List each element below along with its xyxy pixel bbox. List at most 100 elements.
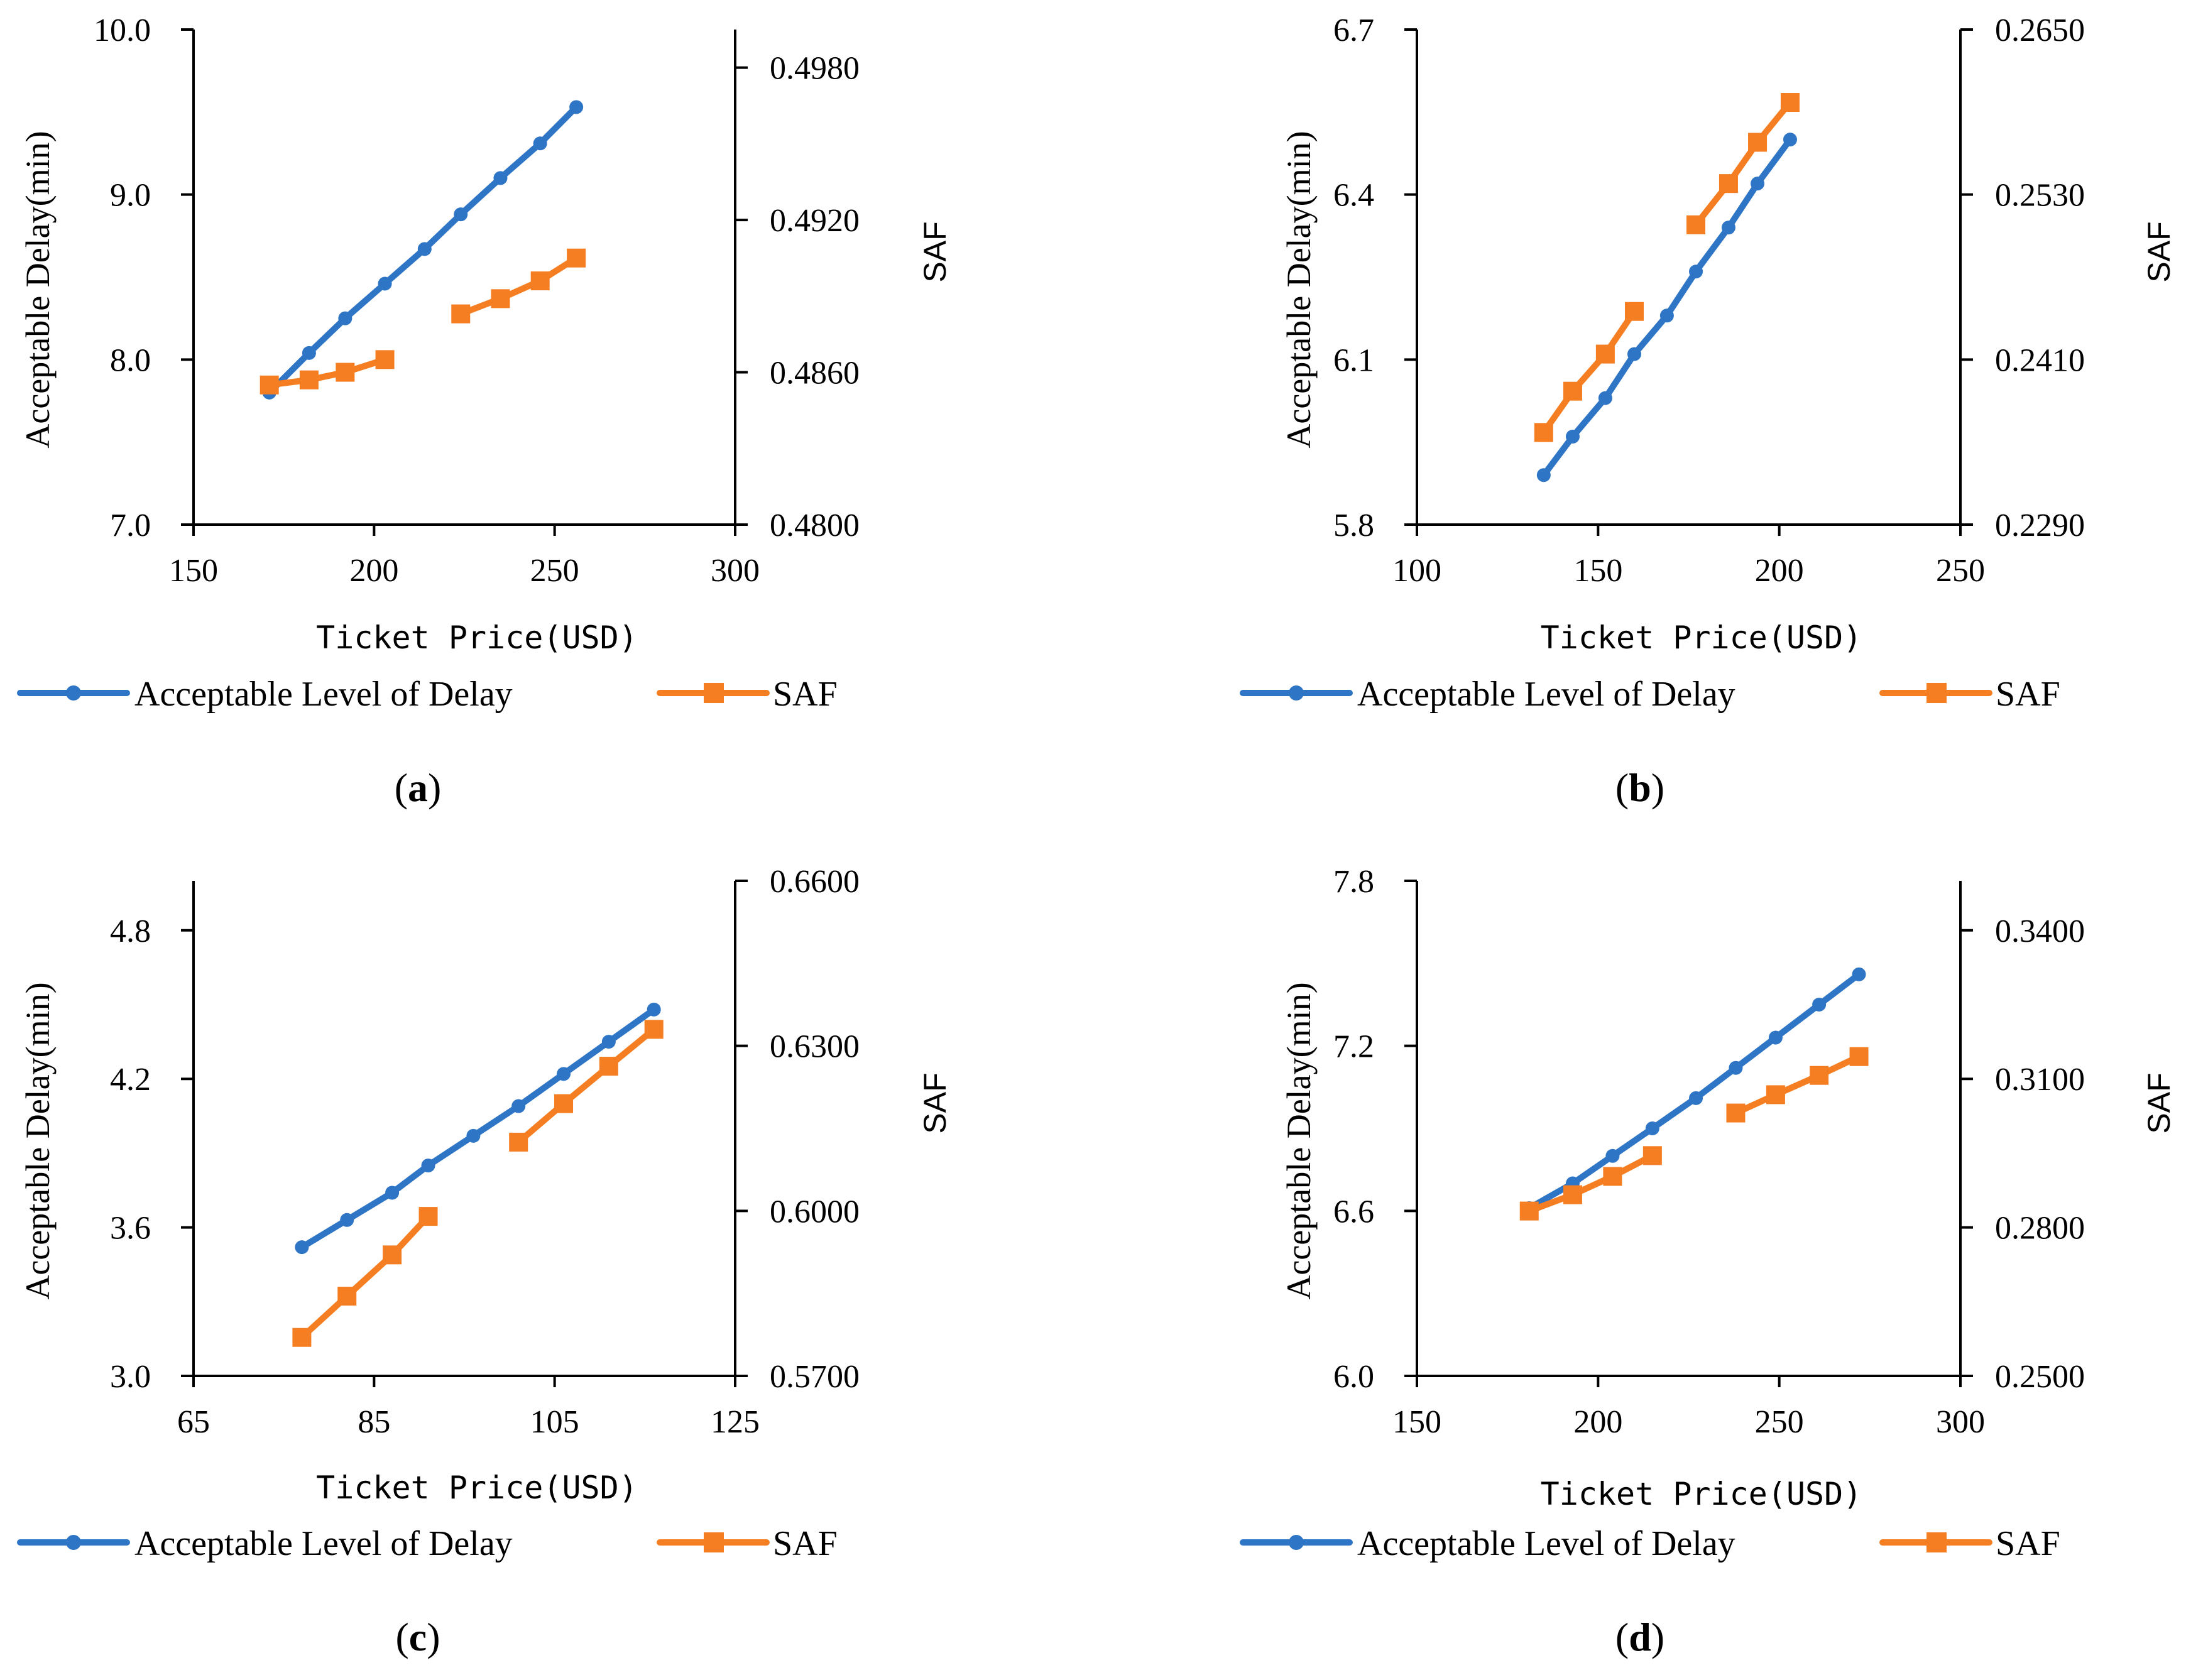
- delay-point: [511, 1099, 526, 1113]
- y2-tick-label: 0.5700: [770, 1359, 860, 1395]
- saf-line: [1732, 1053, 1862, 1116]
- saf-point: [292, 1328, 312, 1347]
- legend-saf-label: SAF: [773, 1524, 838, 1563]
- legend-delay-label: Acceptable Level of Delay: [134, 675, 513, 714]
- series-acceptable-delay: [1522, 967, 1866, 1215]
- panel-label: (d): [1615, 1615, 1664, 1659]
- chart-panel-a: 150 200 250 300 7.0 8.0 9.0 10.0 0.4800 0.4860 0.4…: [17, 13, 953, 810]
- delay-point: [1721, 221, 1735, 235]
- legend-saf-marker: [1926, 683, 1947, 703]
- saf-point: [336, 363, 355, 382]
- series-acceptable-delay: [295, 1002, 661, 1255]
- saf-line: [515, 1026, 657, 1145]
- saf-point: [1719, 174, 1738, 194]
- saf-point: [451, 304, 471, 324]
- legend-delay-label: Acceptable Level of Delay: [1357, 675, 1735, 714]
- y2-axis-title: SAF: [2141, 221, 2177, 282]
- y-tick-label: 6.7: [1333, 13, 1374, 48]
- saf-point: [530, 271, 550, 291]
- delay-point: [1598, 391, 1612, 405]
- x-tick-label: 100: [1392, 553, 1441, 589]
- delay-point: [421, 1159, 435, 1173]
- y-tick-label: 7.2: [1333, 1029, 1374, 1065]
- x-tick-label: 250: [530, 553, 579, 589]
- y-tick-label: 4.8: [110, 914, 151, 949]
- delay-point: [454, 207, 468, 222]
- y2-axis-title: SAF: [917, 1072, 953, 1133]
- delay-line: [1526, 971, 1862, 1211]
- y-axis-title: Acceptable Delay(min): [1280, 131, 1318, 448]
- saf-point: [491, 289, 510, 308]
- series-saf: [260, 248, 586, 395]
- x-tick-label: 200: [1755, 553, 1804, 589]
- y2-tick-label: 0.4980: [770, 51, 860, 87]
- y2-tick-label: 0.2290: [1995, 508, 2085, 543]
- legend-delay-marker: [1289, 685, 1304, 701]
- panel-letter: b: [1629, 765, 1651, 810]
- saf-point: [1726, 1103, 1746, 1123]
- legend-saf-marker: [704, 1532, 724, 1552]
- chart-panel-b: 100 150 200 250 5.8 6.1 6.4 6.7 0.2290 0.2410 0.25…: [1240, 13, 2177, 810]
- y2-tick-label: 0.2500: [1995, 1359, 2085, 1395]
- chart-panel-d: 150 200 250 300 6.0 6.6 7.2 7.8 0.2500 0.2800 0.31…: [1240, 864, 2177, 1659]
- saf-line: [1526, 1152, 1656, 1214]
- x-tick-label: 125: [711, 1404, 760, 1440]
- y-axis-title: Acceptable Delay(min): [19, 982, 57, 1299]
- y2-tick-label: 0.2530: [1995, 178, 2085, 214]
- saf-point: [1534, 423, 1553, 442]
- x-tick-label: 200: [1573, 1404, 1622, 1440]
- delay-line: [298, 1006, 657, 1251]
- y2-axis-title: SAF: [2141, 1072, 2177, 1133]
- y2-tick-label: 0.4860: [770, 356, 860, 391]
- saf-point: [418, 1207, 438, 1226]
- saf-line: [298, 1213, 432, 1341]
- delay-point: [1689, 1091, 1703, 1105]
- y-tick-label: 3.0: [110, 1359, 151, 1395]
- saf-point: [644, 1020, 664, 1039]
- delay-point: [1729, 1061, 1743, 1075]
- x-tick-label: 85: [358, 1404, 390, 1440]
- delay-point: [1605, 1148, 1620, 1163]
- saf-point: [1563, 1185, 1582, 1204]
- y2-tick-label: 0.3100: [1995, 1062, 2085, 1098]
- legend-saf-marker: [1926, 1532, 1947, 1552]
- x-tick-label: 200: [349, 553, 398, 589]
- delay-point: [385, 1186, 400, 1200]
- y2-tick-label: 0.2650: [1995, 13, 2085, 48]
- delay-point: [1768, 1030, 1783, 1045]
- y-tick-label: 8.0: [110, 342, 151, 378]
- x-tick-label: 250: [1936, 553, 1985, 589]
- delay-point: [1852, 967, 1866, 981]
- saf-point: [337, 1287, 357, 1306]
- legend-delay-marker: [1289, 1535, 1304, 1550]
- saf-line: [266, 356, 388, 388]
- legend: Acceptable Level of Delay SAF: [17, 675, 838, 714]
- y-axis-title: Acceptable Delay(min): [1280, 982, 1318, 1299]
- saf-point: [375, 350, 395, 369]
- y2-tick-label: 0.3400: [1995, 914, 2085, 949]
- x-axis-title: Ticket Price(USD): [316, 619, 638, 656]
- delay-point: [1627, 347, 1641, 361]
- delay-point: [601, 1035, 616, 1049]
- x-axis-title: Ticket Price(USD): [1541, 619, 1862, 656]
- saf-point: [299, 370, 319, 390]
- legend-saf-label: SAF: [1996, 675, 2060, 714]
- series-acceptable-delay: [1536, 133, 1797, 483]
- series-saf: [292, 1020, 664, 1347]
- legend-saf-marker: [704, 683, 724, 703]
- y-tick-label: 5.8: [1333, 508, 1374, 543]
- panel-letter: c: [409, 1615, 427, 1659]
- saf-point: [383, 1245, 402, 1265]
- delay-line: [1540, 136, 1793, 479]
- delay-point: [1751, 177, 1765, 191]
- x-axis-title: Ticket Price(USD): [316, 1470, 638, 1506]
- y-tick-label: 4.2: [110, 1062, 151, 1098]
- delay-point: [1536, 468, 1551, 483]
- x-tick-label: 300: [1936, 1404, 1985, 1440]
- saf-point: [1625, 302, 1644, 321]
- y-tick-label: 10.0: [94, 13, 151, 48]
- y-tick-label: 6.0: [1333, 1359, 1374, 1395]
- saf-point: [1766, 1085, 1785, 1105]
- saf-line: [457, 254, 580, 317]
